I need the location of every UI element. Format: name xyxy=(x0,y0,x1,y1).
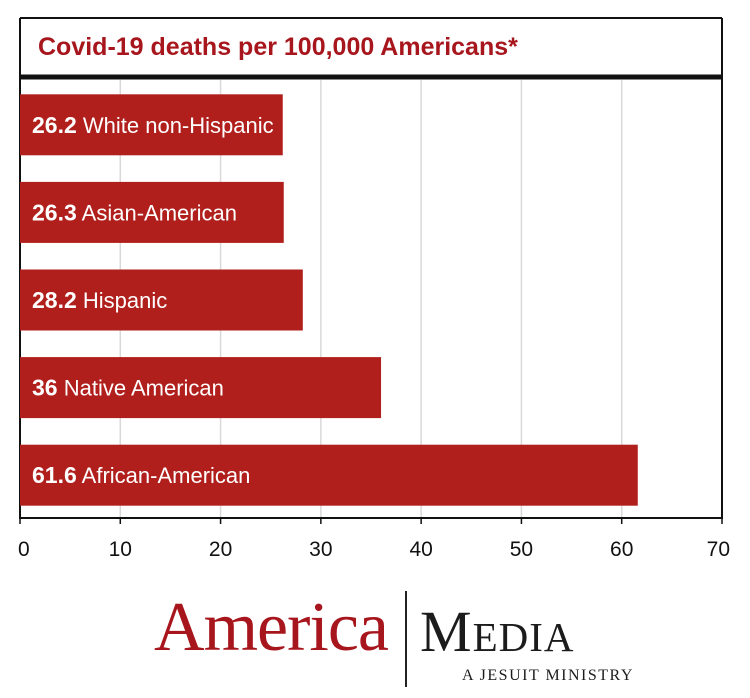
bar xyxy=(20,444,638,506)
america-media-logo: America Media A JESUIT MINISTRY xyxy=(0,585,750,695)
bar-label: 61.6 African-American xyxy=(32,462,250,488)
logo-divider xyxy=(405,591,407,687)
x-tick-label: 60 xyxy=(610,538,633,561)
x-axis-ticks: 0 10 20 30 40 50 60 70 xyxy=(18,518,730,561)
x-tick-label: 20 xyxy=(209,538,232,561)
bar-category-label: Hispanic xyxy=(77,288,167,313)
logo-tagline: A JESUIT MINISTRY xyxy=(462,667,634,684)
bar-value-label: 36 xyxy=(32,375,58,401)
logo-america-text: America xyxy=(154,589,389,666)
bar-label: 26.2 White non-Hispanic xyxy=(32,112,274,138)
bar xyxy=(20,94,283,156)
x-tick-label: 10 xyxy=(109,538,132,561)
bar-category-label: Asian-American xyxy=(77,200,237,225)
bar-category-label: Native American xyxy=(58,376,224,401)
bar-label: 36 Native American xyxy=(32,375,224,401)
logo-media-text: Media xyxy=(420,599,575,664)
x-tick-label: 50 xyxy=(510,538,533,561)
bar-chart: Covid-19 deaths per 100,000 Americans* 2… xyxy=(18,17,730,561)
bar-value-label: 61.6 xyxy=(32,462,77,488)
x-tick-label: 70 xyxy=(707,538,730,561)
chart-title: Covid-19 deaths per 100,000 Americans* xyxy=(38,33,518,61)
bar xyxy=(20,181,284,243)
bar-category-label: White non-Hispanic xyxy=(77,113,274,138)
bars: 26.2 White non-Hispanic 26.3 Asian-Americ… xyxy=(20,94,638,506)
bar-value-label: 26.3 xyxy=(32,199,77,225)
x-tick-label: 0 xyxy=(18,538,30,561)
bar-label: 28.2 Hispanic xyxy=(32,287,167,313)
bar xyxy=(20,357,382,419)
x-tick-label: 30 xyxy=(309,538,332,561)
bar-value-label: 26.2 xyxy=(32,112,77,138)
bar-value-label: 28.2 xyxy=(32,287,77,313)
bar-category-label: African-American xyxy=(77,463,251,488)
x-tick-label: 40 xyxy=(409,538,432,561)
bar-label: 26.3 Asian-American xyxy=(32,199,237,225)
bar xyxy=(20,269,303,331)
